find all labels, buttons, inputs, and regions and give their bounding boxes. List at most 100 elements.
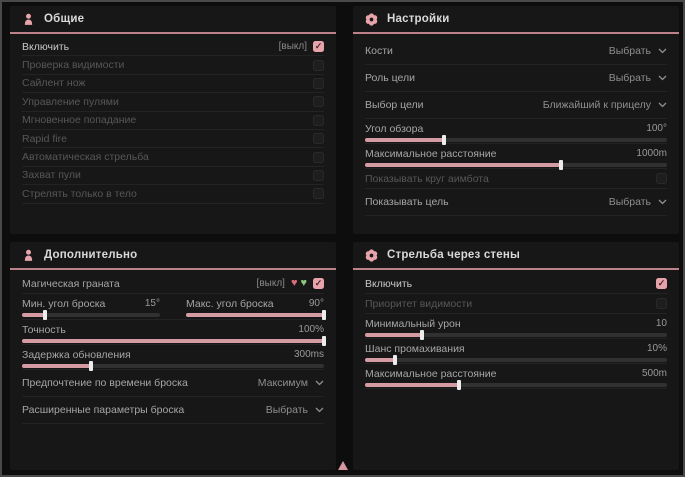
row-label: Магическая граната <box>22 277 120 290</box>
person-icon <box>22 13 35 26</box>
row-label: Приоритет видимости <box>365 297 473 310</box>
slider-value: 300ms <box>293 349 324 360</box>
chevron-down-icon <box>658 102 667 108</box>
wallbang-enable-checkbox[interactable] <box>656 278 667 289</box>
panel-settings-header: Настройки <box>353 6 679 34</box>
slider-thumb[interactable] <box>89 361 94 371</box>
row-wallbang-enable: Включить <box>365 274 667 294</box>
target-select-dropdown[interactable]: Ближайший к прицелу <box>543 99 667 111</box>
panel-title: Стрельба через стены <box>387 249 521 261</box>
slider-value: 1000m <box>636 148 667 159</box>
row-label: Кости <box>365 45 393 57</box>
advanced-throw-select[interactable]: Выбрать <box>266 404 324 416</box>
row-bullet-capture: Захват пули <box>22 167 324 186</box>
up-arrow-icon[interactable] <box>338 461 348 470</box>
flower-icon <box>365 12 378 26</box>
row-label: Угол обзора <box>365 122 424 135</box>
rapid-fire-checkbox[interactable] <box>313 133 324 145</box>
keybind-tag: [выкл] <box>278 41 307 53</box>
slider-thumb[interactable] <box>441 135 446 145</box>
max-distance-slider[interactable] <box>365 160 667 170</box>
row-bullet-control: Управление пулями <box>22 93 324 112</box>
select-value: Выбрать <box>608 196 651 208</box>
row-min-angle: Мин. угол броска 15° <box>22 294 160 320</box>
row-max-distance: Максимальное расстояние 1000m <box>365 144 667 170</box>
slider-thumb[interactable] <box>393 355 398 365</box>
enable-checkbox[interactable] <box>313 41 324 53</box>
row-instant-hit: Мгновенное попадание <box>22 112 324 130</box>
body-only-checkbox[interactable] <box>313 188 324 200</box>
row-label: Макс. угол броска <box>186 297 274 310</box>
auto-shoot-checkbox[interactable] <box>313 151 324 163</box>
wall-max-distance-slider[interactable] <box>365 380 667 390</box>
row-label: Сайлент нож <box>22 77 86 90</box>
update-delay-slider[interactable] <box>22 361 324 371</box>
show-target-select[interactable]: Выбрать <box>609 196 667 208</box>
select-value: Выбрать <box>608 45 651 57</box>
status-icons: ♥ ♥ <box>291 278 307 289</box>
slider-value: 90° <box>308 298 324 309</box>
row-rapid-fire: Rapid fire <box>22 130 324 149</box>
row-visibility-priority: Приоритет видимости <box>365 294 667 314</box>
slider-thumb[interactable] <box>456 380 461 390</box>
panel-general-rows: Включить [выкл] Проверка видимости Сайле… <box>10 34 336 204</box>
keybind-tag: [выкл] <box>256 278 285 289</box>
row-label: Rapid fire <box>22 132 67 145</box>
row-silent-knife: Сайлент нож <box>22 75 324 94</box>
panel-additional: Дополнительно Магическая граната [выкл] … <box>10 242 336 470</box>
panel-title: Настройки <box>387 13 450 25</box>
bullet-control-checkbox[interactable] <box>313 96 324 108</box>
select-value: Выбрать <box>608 72 651 84</box>
magic-grenade-checkbox[interactable] <box>313 278 324 289</box>
slider-thumb[interactable] <box>43 310 48 320</box>
row-target-select: Выбор цели Ближайший к прицелу <box>365 92 667 119</box>
row-label: Включить <box>22 40 70 53</box>
row-label: Шанс промахивания <box>365 342 465 355</box>
visibility-priority-checkbox[interactable] <box>656 298 667 309</box>
chevron-down-icon <box>658 48 667 54</box>
panel-wallbang-rows: Включить Приоритет видимости Минимальный… <box>353 270 679 390</box>
row-label: Показывать цель <box>365 196 449 208</box>
panel-title: Дополнительно <box>44 249 138 261</box>
row-max-angle: Макс. угол броска 90° <box>186 294 326 320</box>
miss-chance-slider[interactable] <box>365 355 667 365</box>
angle-columns: Мин. угол броска 15° Макс. угол броска 9… <box>22 294 326 320</box>
row-label: Выбор цели <box>365 99 424 111</box>
panel-wallbang: Стрельба через стены Включить Приоритет … <box>353 242 679 470</box>
row-label: Предпочтение по времени броска <box>22 377 188 389</box>
select-value: Максимум <box>257 377 308 389</box>
panel-general-header: Общие <box>10 6 336 34</box>
slider-value: 100% <box>298 324 324 335</box>
visibility-check-checkbox[interactable] <box>313 59 324 71</box>
row-label: Автоматическая стрельба <box>22 151 149 164</box>
slider-value: 500m <box>641 368 667 379</box>
slider-thumb[interactable] <box>322 336 326 346</box>
show-circle-checkbox[interactable] <box>656 173 667 184</box>
row-body-only: Стрелять только в тело <box>22 185 324 204</box>
accuracy-slider[interactable] <box>22 336 326 346</box>
throw-time-select[interactable]: Максимум <box>258 377 324 389</box>
slider-thumb[interactable] <box>559 160 564 170</box>
row-show-circle: Показывать круг аимбота <box>365 169 667 189</box>
min-angle-slider[interactable] <box>22 310 160 320</box>
fov-slider[interactable] <box>365 135 667 145</box>
flower-icon <box>365 248 378 262</box>
row-throw-time: Предпочтение по времени броска Максимум <box>22 370 324 397</box>
bullet-capture-checkbox[interactable] <box>313 169 324 181</box>
slider-thumb[interactable] <box>420 330 425 340</box>
slider-thumb[interactable] <box>322 310 326 320</box>
min-damage-slider[interactable] <box>365 330 667 340</box>
row-label: Мгновенное попадание <box>22 114 137 127</box>
row-label: Минимальный урон <box>365 317 461 330</box>
row-target-role: Роль цели Выбрать <box>365 65 667 92</box>
panel-settings: Настройки Кости Выбрать Роль цели Выбрат… <box>353 6 679 234</box>
slider-value: 10 <box>655 318 667 329</box>
max-angle-slider[interactable] <box>186 310 326 320</box>
silent-knife-checkbox[interactable] <box>313 77 324 89</box>
row-label: Роль цели <box>365 72 416 84</box>
instant-hit-checkbox[interactable] <box>313 114 324 126</box>
panel-settings-rows: Кости Выбрать Роль цели Выбрать Выбор це… <box>353 34 679 216</box>
bones-select[interactable]: Выбрать <box>609 45 667 57</box>
target-role-select[interactable]: Выбрать <box>609 72 667 84</box>
